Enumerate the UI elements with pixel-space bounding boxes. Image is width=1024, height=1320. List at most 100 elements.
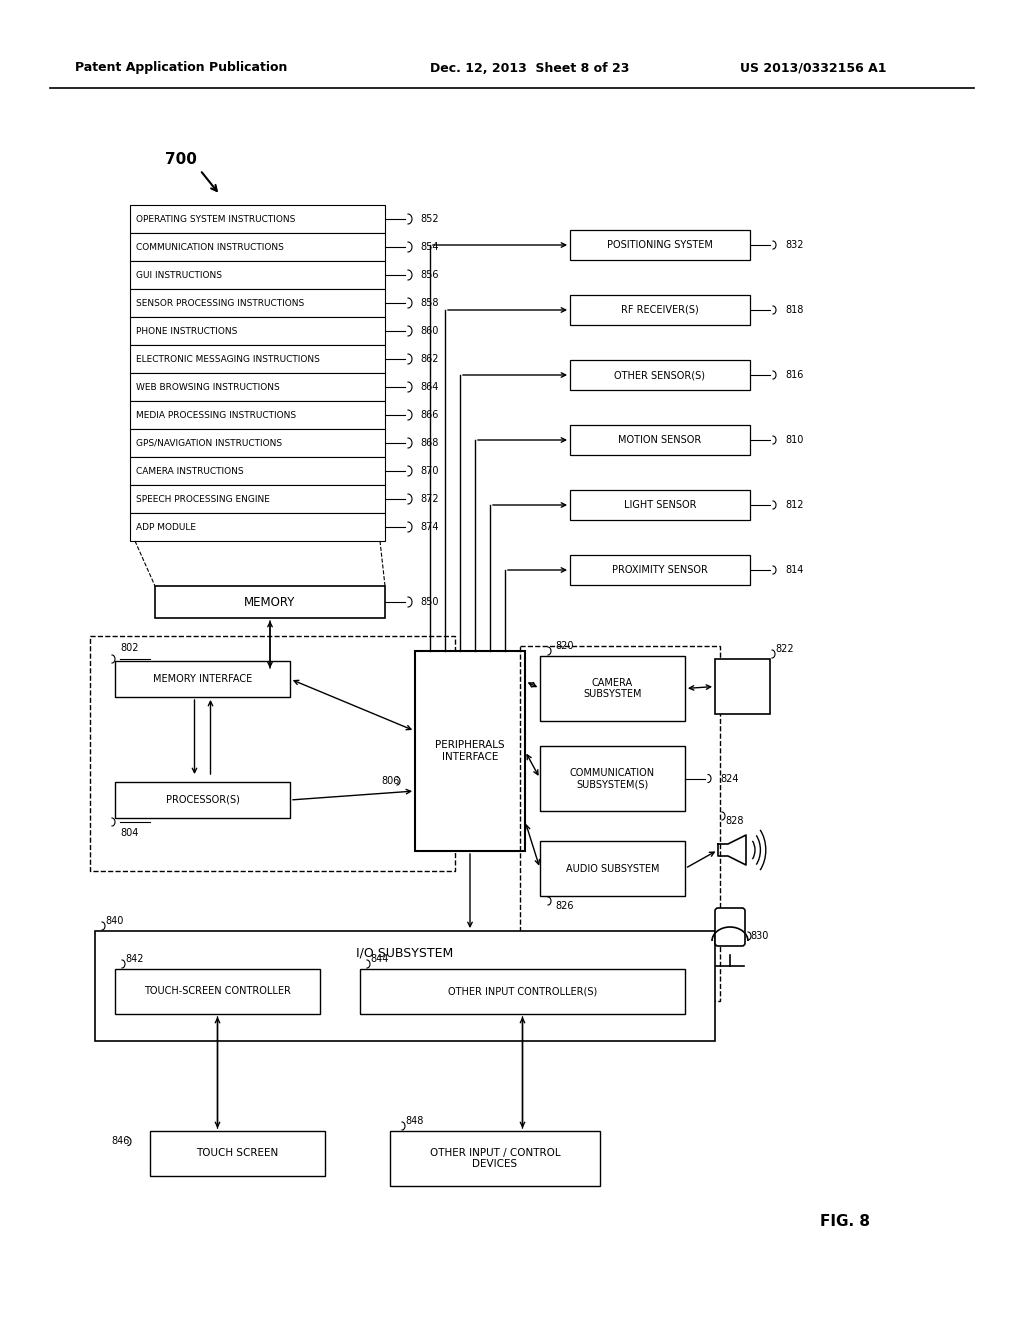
Text: 820: 820 [555,642,573,651]
Bar [130,484,385,513]
Bar [130,374,385,401]
Text: SPEECH PROCESSING ENGINE: SPEECH PROCESSING ENGINE [136,495,270,503]
Text: 840: 840 [105,916,123,927]
Bar [715,659,770,714]
Text: FIG. 8: FIG. 8 [820,1213,870,1229]
Bar [540,746,685,810]
Text: Dec. 12, 2013  Sheet 8 of 23: Dec. 12, 2013 Sheet 8 of 23 [430,62,630,74]
Text: MEMORY INTERFACE: MEMORY INTERFACE [153,675,252,684]
Text: PROXIMITY SENSOR: PROXIMITY SENSOR [612,565,708,576]
Text: US 2013/0332156 A1: US 2013/0332156 A1 [740,62,887,74]
Bar [115,781,290,818]
Text: 864: 864 [420,381,438,392]
Bar [570,230,750,260]
Text: GPS/NAVIGATION INSTRUCTIONS: GPS/NAVIGATION INSTRUCTIONS [136,438,283,447]
Bar [130,429,385,457]
Text: 832: 832 [785,240,804,249]
Text: 868: 868 [420,438,438,447]
Bar [130,457,385,484]
Text: 812: 812 [785,500,804,510]
Text: OTHER INPUT / CONTROL
DEVICES: OTHER INPUT / CONTROL DEVICES [430,1147,560,1170]
Text: WEB BROWSING INSTRUCTIONS: WEB BROWSING INSTRUCTIONS [136,383,280,392]
Bar [570,490,750,520]
Bar [520,645,720,1001]
Text: 850: 850 [420,597,438,607]
Bar [390,1131,600,1185]
Text: 816: 816 [785,370,804,380]
Text: TOUCH SCREEN: TOUCH SCREEN [197,1148,279,1159]
Text: MEDIA PROCESSING INSTRUCTIONS: MEDIA PROCESSING INSTRUCTIONS [136,411,296,420]
Bar [130,261,385,289]
Text: 846: 846 [112,1137,130,1147]
Text: Patent Application Publication: Patent Application Publication [75,62,288,74]
Text: ADP MODULE: ADP MODULE [136,523,196,532]
Text: TOUCH-SCREEN CONTROLLER: TOUCH-SCREEN CONTROLLER [144,986,291,997]
Text: 804: 804 [120,828,138,838]
Text: 842: 842 [125,954,143,964]
Bar [540,841,685,896]
Text: 872: 872 [420,494,438,504]
Text: 848: 848 [406,1115,423,1126]
Bar [570,554,750,585]
Text: AUDIO SUBSYSTEM: AUDIO SUBSYSTEM [565,863,659,874]
Bar [95,931,715,1041]
Text: POSITIONING SYSTEM: POSITIONING SYSTEM [607,240,713,249]
Text: SENSOR PROCESSING INSTRUCTIONS: SENSOR PROCESSING INSTRUCTIONS [136,298,304,308]
Text: COMMUNICATION
SUBSYSTEM(S): COMMUNICATION SUBSYSTEM(S) [570,768,655,789]
Text: 856: 856 [420,271,438,280]
Text: OTHER INPUT CONTROLLER(S): OTHER INPUT CONTROLLER(S) [447,986,597,997]
Text: PHONE INSTRUCTIONS: PHONE INSTRUCTIONS [136,326,238,335]
Text: 860: 860 [420,326,438,337]
FancyBboxPatch shape [715,908,745,946]
Text: COMMUNICATION INSTRUCTIONS: COMMUNICATION INSTRUCTIONS [136,243,284,252]
Bar [130,401,385,429]
Text: 852: 852 [420,214,438,224]
Bar [570,425,750,455]
Text: PERIPHERALS
INTERFACE: PERIPHERALS INTERFACE [435,741,505,762]
Text: 810: 810 [785,436,804,445]
Text: 830: 830 [750,931,768,941]
Bar [130,513,385,541]
Text: MOTION SENSOR: MOTION SENSOR [618,436,701,445]
Text: 870: 870 [420,466,438,477]
Text: PROCESSOR(S): PROCESSOR(S) [166,795,240,805]
Bar [155,586,385,618]
Bar [130,317,385,345]
Bar [360,969,685,1014]
Text: 822: 822 [775,644,794,653]
Text: 862: 862 [420,354,438,364]
Bar [540,656,685,721]
Bar [130,289,385,317]
Text: 874: 874 [420,521,438,532]
Text: 700: 700 [165,153,197,168]
Text: 854: 854 [420,242,438,252]
Text: 858: 858 [420,298,438,308]
Text: 814: 814 [785,565,804,576]
Bar [130,234,385,261]
Text: CAMERA
SUBSYSTEM: CAMERA SUBSYSTEM [584,677,642,700]
Bar [115,661,290,697]
Bar [415,651,525,851]
Text: 866: 866 [420,411,438,420]
Text: OTHER SENSOR(S): OTHER SENSOR(S) [614,370,706,380]
Bar [90,636,455,871]
Bar [570,294,750,325]
Bar [115,969,319,1014]
Text: CAMERA INSTRUCTIONS: CAMERA INSTRUCTIONS [136,466,244,475]
Text: GUI INSTRUCTIONS: GUI INSTRUCTIONS [136,271,222,280]
Bar [130,205,385,234]
Bar [130,345,385,374]
Text: ELECTRONIC MESSAGING INSTRUCTIONS: ELECTRONIC MESSAGING INSTRUCTIONS [136,355,319,363]
Text: 806: 806 [382,776,400,785]
Text: 824: 824 [720,774,738,784]
Text: 844: 844 [370,954,388,964]
Text: OPERATING SYSTEM INSTRUCTIONS: OPERATING SYSTEM INSTRUCTIONS [136,214,295,223]
Text: 828: 828 [725,816,743,826]
Text: I/O SUBSYSTEM: I/O SUBSYSTEM [356,946,454,960]
Text: LIGHT SENSOR: LIGHT SENSOR [624,500,696,510]
Text: 802: 802 [120,643,138,653]
Bar [150,1131,325,1176]
Text: 826: 826 [555,902,573,911]
Bar [570,360,750,389]
Text: 818: 818 [785,305,804,315]
